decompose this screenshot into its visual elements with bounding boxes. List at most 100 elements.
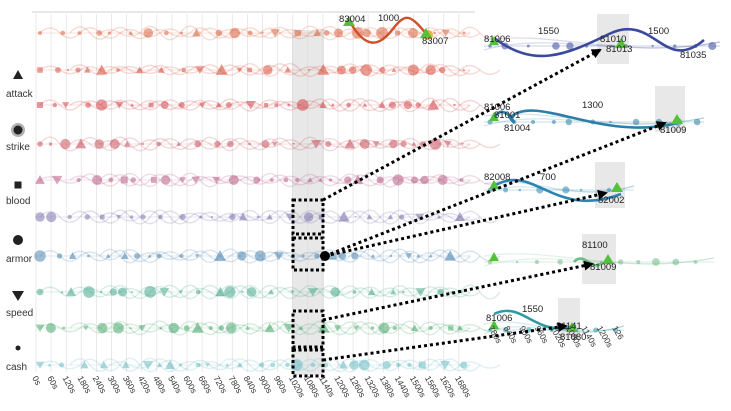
event-triangle-down[interactable] — [270, 29, 280, 38]
event-triangle[interactable] — [75, 138, 87, 149]
event-square[interactable] — [318, 214, 325, 220]
event-dot[interactable] — [87, 254, 90, 258]
event-dot[interactable] — [359, 139, 370, 149]
event-dot[interactable] — [218, 325, 225, 331]
event-dot[interactable] — [349, 66, 357, 74]
event-triangle[interactable] — [416, 254, 421, 258]
event-triangle[interactable] — [237, 362, 243, 368]
event-square[interactable] — [395, 30, 400, 36]
event-dot[interactable] — [156, 253, 162, 259]
event-triangle-down[interactable] — [310, 140, 322, 149]
event-dot[interactable] — [109, 139, 120, 149]
event-triangle[interactable] — [164, 359, 176, 370]
event-dot[interactable] — [83, 286, 95, 298]
event-dot[interactable] — [37, 141, 43, 147]
event-dot[interactable] — [97, 322, 108, 334]
panel-event-dot[interactable] — [502, 327, 509, 333]
event-dot[interactable] — [296, 99, 309, 111]
event-dot[interactable] — [262, 65, 273, 75]
event-triangle[interactable] — [330, 103, 335, 107]
event-dot[interactable] — [253, 176, 261, 184]
event-triangle[interactable] — [215, 286, 226, 297]
event-dot[interactable] — [325, 140, 332, 148]
event-dot[interactable] — [269, 178, 274, 182]
event-dot[interactable] — [208, 326, 213, 330]
event-dot[interactable] — [338, 252, 347, 260]
event-triangle[interactable] — [129, 326, 132, 329]
event-dot[interactable] — [229, 213, 236, 221]
event-triangle-down[interactable] — [51, 175, 63, 185]
event-dot[interactable] — [140, 214, 146, 220]
event-triangle-down[interactable] — [240, 290, 244, 294]
event-dot[interactable] — [259, 362, 265, 368]
event-dot[interactable] — [225, 322, 237, 334]
event-triangle[interactable] — [192, 28, 201, 37]
event-triangle[interactable] — [339, 360, 348, 369]
event-dot[interactable] — [403, 100, 413, 110]
event-square[interactable] — [181, 68, 186, 72]
event-square[interactable] — [420, 141, 426, 147]
event-triangle[interactable] — [427, 99, 440, 110]
panel-event-dot[interactable] — [617, 259, 624, 265]
event-dot[interactable] — [303, 212, 314, 222]
event-dot[interactable] — [37, 30, 43, 36]
event-dot[interactable] — [158, 214, 163, 220]
event-dot[interactable] — [178, 101, 185, 109]
event-square[interactable] — [210, 216, 213, 218]
event-triangle[interactable] — [215, 101, 222, 108]
event-triangle[interactable] — [456, 325, 463, 331]
event-triangle[interactable] — [370, 253, 376, 258]
panel-event-dot[interactable] — [651, 258, 660, 266]
panel-event-dot[interactable] — [488, 328, 492, 332]
event-dot[interactable] — [179, 253, 184, 259]
event-dot[interactable] — [396, 362, 401, 368]
event-triangle-down[interactable] — [283, 323, 294, 333]
event-dot[interactable] — [56, 253, 63, 259]
event-triangle[interactable] — [214, 250, 226, 261]
panel-event-dot[interactable] — [593, 327, 599, 333]
event-dot[interactable] — [179, 363, 183, 367]
panel-event-dot[interactable] — [708, 42, 717, 50]
event-dot[interactable] — [229, 27, 240, 39]
event-dot[interactable] — [402, 290, 405, 294]
event-dot[interactable] — [376, 176, 384, 184]
event-triangle[interactable] — [99, 361, 108, 369]
event-dot[interactable] — [45, 322, 56, 334]
event-triangle-down[interactable] — [290, 290, 295, 294]
event-triangle-down[interactable] — [194, 254, 200, 259]
event-square[interactable] — [264, 103, 269, 107]
event-square[interactable] — [141, 142, 144, 146]
selection-box[interactable] — [291, 348, 325, 378]
event-triangle[interactable] — [121, 361, 130, 369]
event-triangle-down[interactable] — [354, 216, 357, 219]
panel-event-dot[interactable] — [632, 118, 640, 126]
event-triangle[interactable] — [47, 363, 52, 367]
event-dot[interactable] — [334, 28, 344, 38]
event-triangle-down[interactable] — [440, 361, 451, 370]
event-triangle-down[interactable] — [205, 363, 210, 368]
event-dot[interactable] — [75, 67, 81, 73]
event-dot[interactable] — [96, 30, 103, 36]
event-dot[interactable] — [214, 140, 221, 148]
panel-event-dot[interactable] — [609, 120, 612, 124]
event-square[interactable] — [196, 290, 201, 294]
event-triangle[interactable] — [367, 288, 376, 296]
event-dot[interactable] — [96, 99, 108, 111]
event-triangle-down[interactable] — [443, 141, 452, 148]
event-dot[interactable] — [225, 101, 232, 109]
event-triangle-down[interactable] — [460, 142, 464, 146]
event-dot[interactable] — [168, 322, 180, 334]
event-dot[interactable] — [283, 177, 289, 183]
event-dot[interactable] — [134, 253, 141, 259]
event-dot[interactable] — [310, 362, 316, 368]
event-dot[interactable] — [370, 326, 375, 330]
event-square[interactable] — [150, 177, 157, 183]
event-dot[interactable] — [378, 322, 390, 334]
event-dot[interactable] — [180, 31, 184, 35]
event-triangle-down[interactable] — [62, 102, 70, 109]
event-triangle-down[interactable] — [307, 68, 311, 72]
event-triangle-down[interactable] — [415, 288, 426, 297]
event-square[interactable] — [37, 67, 43, 73]
event-triangle-down[interactable] — [138, 325, 146, 332]
event-triangle[interactable] — [105, 253, 111, 258]
